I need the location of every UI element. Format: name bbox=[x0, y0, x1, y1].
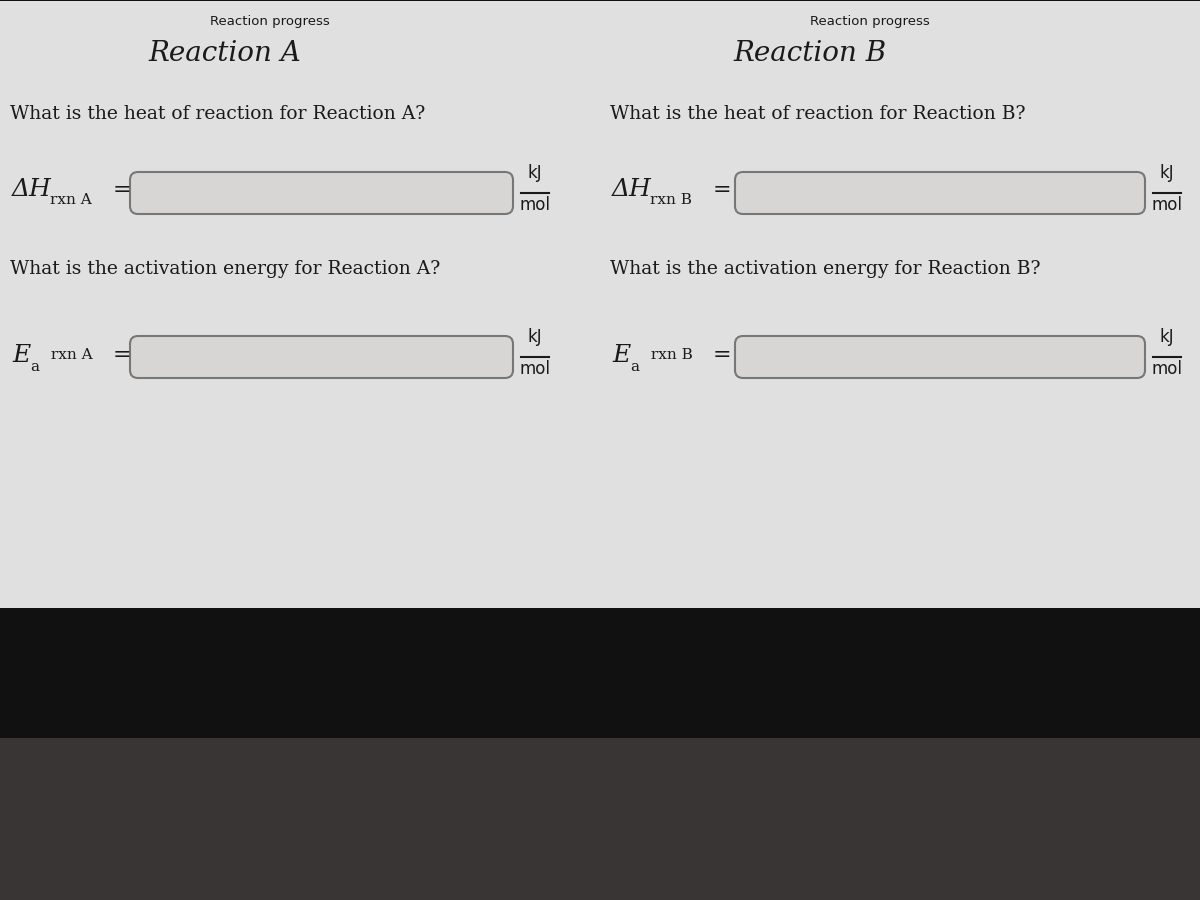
Text: rxn A: rxn A bbox=[46, 348, 92, 362]
Text: Reaction B: Reaction B bbox=[733, 40, 887, 67]
Text: E: E bbox=[612, 344, 630, 366]
Bar bbox=[0, 608, 1200, 738]
Text: =: = bbox=[713, 345, 732, 365]
Text: mol: mol bbox=[1152, 196, 1182, 214]
Text: rxn B: rxn B bbox=[646, 348, 692, 362]
Text: a: a bbox=[630, 360, 640, 374]
Text: What is the heat of reaction for Reaction A?: What is the heat of reaction for Reactio… bbox=[10, 105, 425, 123]
Text: kJ: kJ bbox=[528, 164, 542, 182]
Text: Reaction progress: Reaction progress bbox=[810, 15, 930, 28]
Text: ΔH: ΔH bbox=[612, 178, 652, 202]
Text: kJ: kJ bbox=[528, 328, 542, 346]
Text: What is the activation energy for Reaction B?: What is the activation energy for Reacti… bbox=[610, 260, 1040, 278]
FancyBboxPatch shape bbox=[734, 336, 1145, 378]
Text: rxn B: rxn B bbox=[650, 193, 692, 207]
Text: E: E bbox=[12, 344, 30, 366]
Text: a: a bbox=[30, 360, 38, 374]
Bar bbox=[0, 1, 1200, 608]
Text: What is the activation energy for Reaction A?: What is the activation energy for Reacti… bbox=[10, 260, 440, 278]
Bar bbox=[0, 738, 1200, 900]
FancyBboxPatch shape bbox=[734, 172, 1145, 214]
Text: =: = bbox=[713, 180, 732, 200]
FancyBboxPatch shape bbox=[130, 336, 514, 378]
Text: ΔH: ΔH bbox=[12, 178, 52, 202]
FancyBboxPatch shape bbox=[130, 172, 514, 214]
Text: mol: mol bbox=[1152, 360, 1182, 378]
Text: =: = bbox=[113, 345, 132, 365]
Text: kJ: kJ bbox=[1159, 328, 1175, 346]
Text: mol: mol bbox=[520, 196, 551, 214]
Text: kJ: kJ bbox=[1159, 164, 1175, 182]
Text: Reaction A: Reaction A bbox=[149, 40, 301, 67]
Text: rxn A: rxn A bbox=[50, 193, 91, 207]
Text: What is the heat of reaction for Reaction B?: What is the heat of reaction for Reactio… bbox=[610, 105, 1026, 123]
Text: Reaction progress: Reaction progress bbox=[210, 15, 330, 28]
Text: =: = bbox=[113, 180, 132, 200]
Text: mol: mol bbox=[520, 360, 551, 378]
